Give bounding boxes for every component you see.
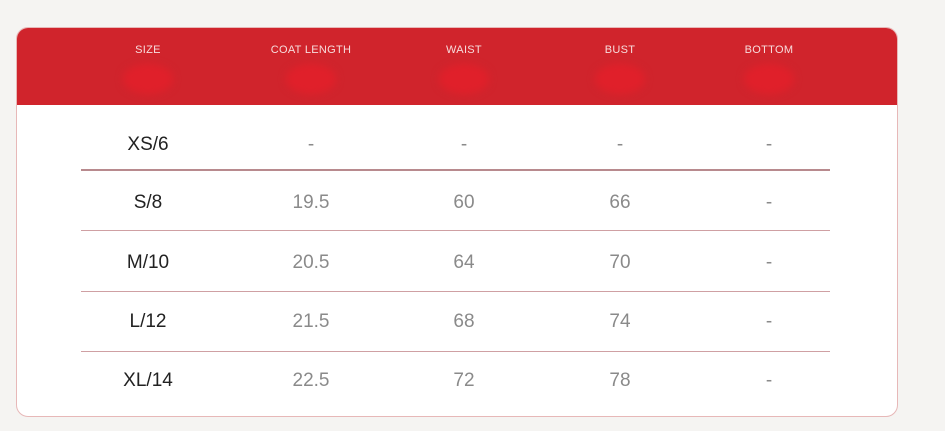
cell-bottom: - — [765, 134, 773, 155]
row-divider — [81, 291, 830, 292]
cell-size: M/10 — [126, 252, 170, 273]
cell-bottom: - — [765, 370, 773, 391]
cell-bust: 74 — [609, 311, 631, 332]
cell-coat-length: - — [307, 134, 315, 155]
cell-coat-length: 19.5 — [292, 192, 330, 213]
cell-bottom: - — [765, 252, 773, 273]
cell-coat-length: 20.5 — [292, 252, 330, 273]
table-row: S/8 19.5 60 66 - — [17, 183, 897, 223]
table-row: XS/6 - - - - — [17, 125, 897, 165]
cell-bust: 78 — [609, 370, 631, 391]
cell-waist: 64 — [453, 252, 475, 273]
size-chart-card: SIZE COAT LENGTH WAIST BUST BOTTOM XS/6 -… — [16, 27, 898, 417]
cell-size: S/8 — [133, 192, 163, 213]
blurred-mark — [439, 64, 489, 94]
cell-size: XS/6 — [127, 134, 169, 155]
header-bottom: BOTTOM — [744, 44, 794, 56]
cell-waist: 72 — [453, 370, 475, 391]
cell-size: XL/14 — [123, 370, 173, 391]
cell-coat-length: 22.5 — [292, 370, 330, 391]
table-row: L/12 21.5 68 74 - — [17, 302, 897, 342]
blurred-mark — [286, 64, 336, 94]
cell-bottom: - — [765, 192, 773, 213]
header-waist: WAIST — [446, 44, 482, 56]
blurred-mark — [123, 64, 173, 94]
cell-size: L/12 — [129, 311, 167, 332]
blurred-mark — [744, 64, 794, 94]
cell-waist: 60 — [453, 192, 475, 213]
row-divider — [81, 169, 830, 171]
cell-bust: - — [616, 134, 624, 155]
cell-coat-length: 21.5 — [292, 311, 330, 332]
cell-bust: 66 — [609, 192, 631, 213]
cell-waist: 68 — [453, 311, 475, 332]
table-header: SIZE COAT LENGTH WAIST BUST BOTTOM — [17, 28, 897, 105]
row-divider — [81, 230, 830, 231]
table-row: M/10 20.5 64 70 - — [17, 243, 897, 283]
header-size: SIZE — [135, 44, 161, 56]
row-divider — [81, 351, 830, 352]
blurred-mark — [595, 64, 645, 94]
cell-bottom: - — [765, 311, 773, 332]
table-row: XL/14 22.5 72 78 - — [17, 361, 897, 401]
cell-bust: 70 — [609, 252, 631, 273]
header-coat-length: COAT LENGTH — [270, 44, 352, 56]
header-bust: BUST — [604, 44, 636, 56]
cell-waist: - — [460, 134, 468, 155]
